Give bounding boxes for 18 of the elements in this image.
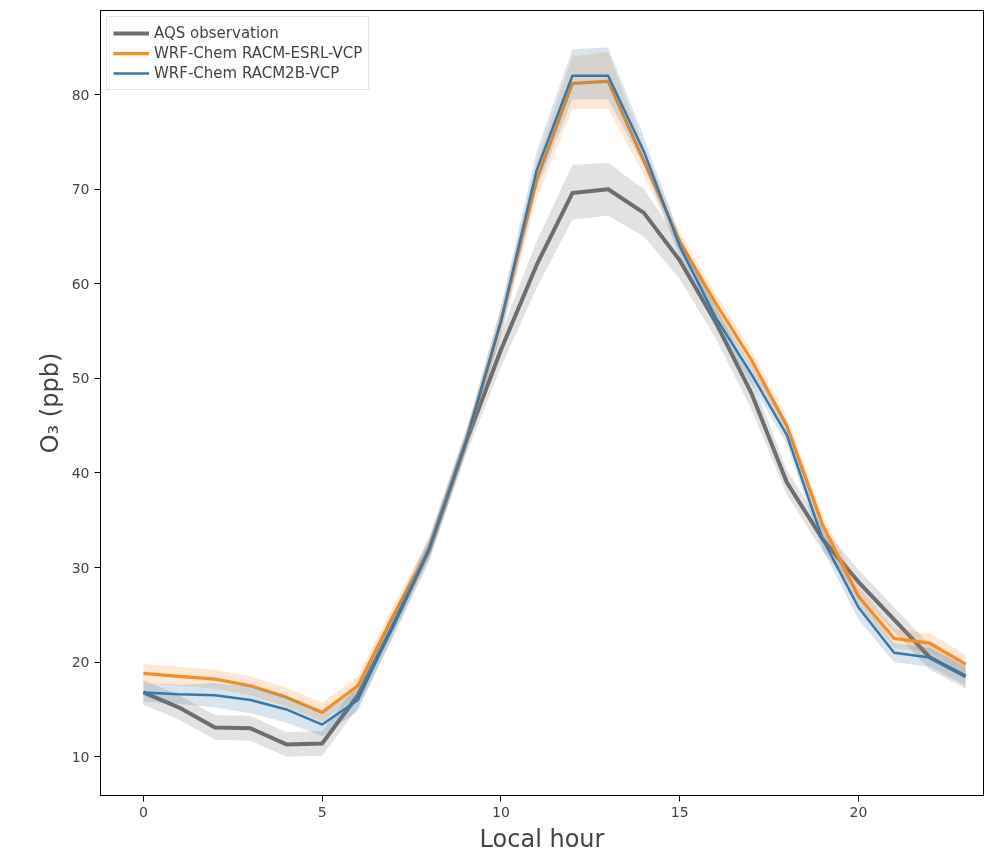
- y-tick-label: 40: [71, 464, 90, 481]
- legend-label: AQS observation: [154, 24, 279, 42]
- x-axis-title: Local hour: [479, 824, 605, 853]
- x-tick-label: 20: [849, 803, 868, 820]
- y-tick-label: 50: [71, 370, 90, 387]
- x-tick-label: 10: [491, 803, 510, 820]
- x-tick-label: 0: [138, 803, 148, 820]
- x-tick-label: 5: [317, 803, 327, 820]
- y-tick-label: 10: [71, 748, 90, 765]
- y-tick-label: 80: [71, 86, 90, 103]
- legend-label: WRF-Chem RACM2B-VCP: [154, 64, 340, 82]
- legend-label: WRF-Chem RACM-ESRL-VCP: [154, 44, 363, 62]
- y-tick-label: 20: [71, 654, 90, 671]
- y-tick-label: 60: [71, 275, 90, 292]
- y-tick-label: 30: [71, 559, 90, 576]
- y-axis-title: O₃ (ppb): [35, 352, 64, 454]
- y-tick-label: 70: [71, 181, 90, 198]
- x-tick-label: 15: [670, 803, 689, 820]
